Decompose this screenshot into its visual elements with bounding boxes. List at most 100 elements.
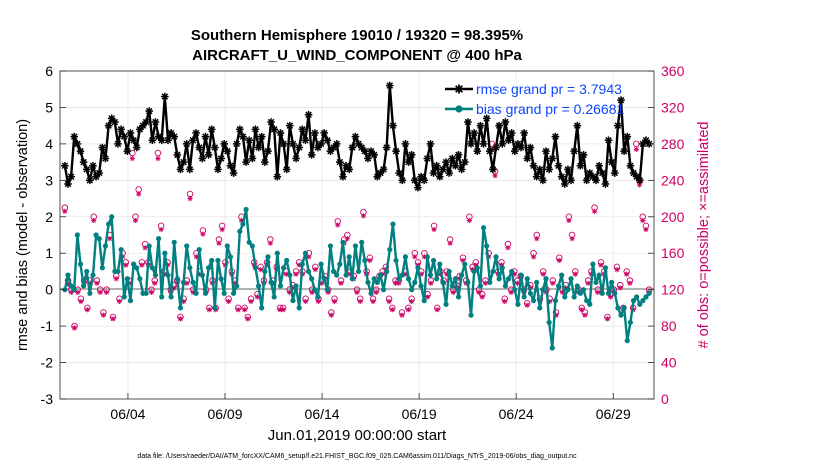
bias-point <box>402 254 409 260</box>
y-tick-label: 4 <box>45 136 53 152</box>
rmse-point <box>517 143 525 152</box>
x-tick-label: 06/29 <box>596 406 631 422</box>
rmse-point <box>560 180 569 188</box>
bias-point <box>396 276 402 282</box>
rmse-point <box>211 143 219 152</box>
obs-assimilated-point <box>585 280 591 286</box>
obs-assimilated-point <box>312 267 318 273</box>
bias-point <box>249 243 255 249</box>
bias-point <box>609 279 615 285</box>
bias-point <box>109 214 115 220</box>
rmse-point <box>292 154 300 163</box>
rmse-point <box>173 151 182 159</box>
bias-point <box>430 257 437 264</box>
rmse-point <box>342 161 350 170</box>
obs-assimilated-point <box>595 289 601 295</box>
obs-assimilated-point <box>206 307 212 313</box>
rmse-point <box>567 176 575 185</box>
bias-point <box>562 294 568 300</box>
rmse-point <box>195 143 204 152</box>
rmse-point <box>498 140 507 148</box>
obs-assimilated-point <box>328 312 334 318</box>
obs-assimilated-point <box>136 191 142 197</box>
rmse-point <box>176 165 185 174</box>
y2-tick-label: 0 <box>661 391 669 407</box>
rmse-point <box>529 161 538 170</box>
bias-point <box>174 276 180 282</box>
rmse-point <box>542 147 550 155</box>
bias-point <box>630 298 637 304</box>
rmse-point <box>361 147 369 155</box>
bias-point <box>65 272 71 278</box>
bias-point <box>90 272 96 278</box>
bias-point <box>443 301 449 307</box>
bias-point <box>546 319 552 326</box>
rmse-point <box>604 136 613 145</box>
obs-assimilated-point <box>155 155 161 162</box>
rmse-point <box>445 169 453 177</box>
bias-point <box>474 265 480 271</box>
legend-rmse-asterisk-icon <box>454 84 464 94</box>
obs-assimilated-point <box>540 271 546 277</box>
bias-point <box>455 294 462 300</box>
obs-assimilated-point <box>591 208 598 214</box>
rmse-point <box>426 140 435 148</box>
bias-point <box>530 298 537 304</box>
obs-assimilated-point <box>319 280 325 286</box>
y2-axis-label: # of obs: o=possible; ×=assimilated <box>696 122 712 349</box>
rmse-point <box>504 136 513 145</box>
rmse-point <box>201 132 210 141</box>
rmse-point <box>95 169 104 177</box>
bias-point <box>165 272 171 278</box>
bias-point <box>152 272 159 278</box>
obs-assimilated-point <box>447 240 453 246</box>
obs-assimilated-point <box>425 294 431 300</box>
bias-point <box>121 294 127 300</box>
bias-point <box>312 287 318 293</box>
rmse-point <box>267 118 275 126</box>
obs-assimilated-point <box>123 262 129 268</box>
bias-point <box>362 257 368 264</box>
bias-point <box>184 243 190 249</box>
bias-point <box>584 298 590 304</box>
obs-assimilated-point <box>200 231 206 237</box>
bias-point <box>343 272 349 278</box>
rmse-point <box>348 143 357 152</box>
bias-point <box>99 265 105 271</box>
obs-assimilated-point <box>267 240 273 246</box>
obs-assimilated-point <box>389 307 395 313</box>
bias-point <box>487 279 493 285</box>
obs-assimilated-point <box>566 217 572 224</box>
bias-point <box>618 312 624 318</box>
bias-point <box>327 243 334 249</box>
rmse-point <box>311 129 319 137</box>
bias-point <box>477 283 484 289</box>
bias-point <box>105 221 112 227</box>
obs-assimilated-point <box>482 280 489 286</box>
obs-assimilated-point <box>113 276 119 282</box>
bias-point <box>640 298 646 304</box>
rmse-point <box>73 140 82 148</box>
obs-assimilated-point <box>280 307 286 313</box>
bias-point <box>543 276 549 282</box>
rmse-point <box>404 158 413 166</box>
rmse-point <box>64 180 72 188</box>
rmse-series-markers <box>61 81 653 192</box>
bias-point <box>593 279 599 285</box>
rmse-point <box>270 125 278 134</box>
rmse-point <box>510 147 519 155</box>
bias-point <box>87 290 93 296</box>
bias-point <box>246 239 252 245</box>
rmse-point <box>301 136 310 145</box>
rmse-point <box>623 132 632 141</box>
bias-point <box>340 239 346 245</box>
bias-point <box>409 287 415 293</box>
rmse-point <box>157 136 166 145</box>
rmse-point <box>223 147 232 155</box>
rmse-point <box>551 132 560 141</box>
legend-rmse-label: rmse grand pr = 3.7943 <box>476 81 622 97</box>
rmse-point <box>161 92 169 101</box>
rmse-point <box>151 118 160 126</box>
rmse-point <box>617 96 625 104</box>
